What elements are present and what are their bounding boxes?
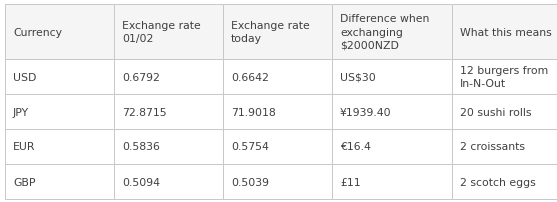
Bar bbox=[223, 129, 332, 164]
Bar bbox=[332, 60, 452, 95]
Text: €16.4: €16.4 bbox=[340, 142, 371, 152]
Text: US$30: US$30 bbox=[340, 72, 376, 82]
Bar bbox=[452, 5, 557, 60]
Bar bbox=[223, 95, 332, 129]
Bar bbox=[114, 60, 223, 95]
Text: 71.9018: 71.9018 bbox=[231, 107, 276, 117]
Bar bbox=[114, 129, 223, 164]
Bar bbox=[223, 60, 332, 95]
Bar bbox=[223, 5, 332, 60]
Text: Exchange rate
01/02: Exchange rate 01/02 bbox=[122, 21, 201, 44]
Bar bbox=[114, 5, 223, 60]
Bar bbox=[5, 5, 114, 60]
Text: 0.5836: 0.5836 bbox=[122, 142, 160, 152]
Text: 20 sushi rolls: 20 sushi rolls bbox=[460, 107, 531, 117]
Bar bbox=[332, 129, 452, 164]
Bar bbox=[332, 5, 452, 60]
Bar bbox=[114, 95, 223, 129]
Text: 0.5754: 0.5754 bbox=[231, 142, 269, 152]
Text: 0.6642: 0.6642 bbox=[231, 72, 269, 82]
Text: What this means: What this means bbox=[460, 27, 552, 37]
Bar bbox=[5, 129, 114, 164]
Bar bbox=[223, 164, 332, 199]
Bar bbox=[5, 60, 114, 95]
Text: Currency: Currency bbox=[13, 27, 62, 37]
Text: ¥1939.40: ¥1939.40 bbox=[340, 107, 392, 117]
Text: USD: USD bbox=[13, 72, 36, 82]
Text: JPY: JPY bbox=[13, 107, 29, 117]
Text: 2 scotch eggs: 2 scotch eggs bbox=[460, 177, 536, 187]
Bar bbox=[5, 164, 114, 199]
Text: Difference when
exchanging
$2000NZD: Difference when exchanging $2000NZD bbox=[340, 14, 429, 50]
Bar bbox=[452, 95, 557, 129]
Bar bbox=[332, 164, 452, 199]
Bar bbox=[332, 95, 452, 129]
Bar bbox=[114, 164, 223, 199]
Text: 2 croissants: 2 croissants bbox=[460, 142, 525, 152]
Text: 72.8715: 72.8715 bbox=[122, 107, 167, 117]
Bar bbox=[452, 60, 557, 95]
Text: Exchange rate
today: Exchange rate today bbox=[231, 21, 310, 44]
Text: GBP: GBP bbox=[13, 177, 36, 187]
Bar bbox=[5, 95, 114, 129]
Bar bbox=[452, 164, 557, 199]
Text: 0.5039: 0.5039 bbox=[231, 177, 269, 187]
Text: EUR: EUR bbox=[13, 142, 36, 152]
Text: 12 burgers from
In-N-Out: 12 burgers from In-N-Out bbox=[460, 66, 548, 89]
Text: 0.6792: 0.6792 bbox=[122, 72, 160, 82]
Text: £11: £11 bbox=[340, 177, 360, 187]
Bar bbox=[452, 129, 557, 164]
Text: 0.5094: 0.5094 bbox=[122, 177, 160, 187]
